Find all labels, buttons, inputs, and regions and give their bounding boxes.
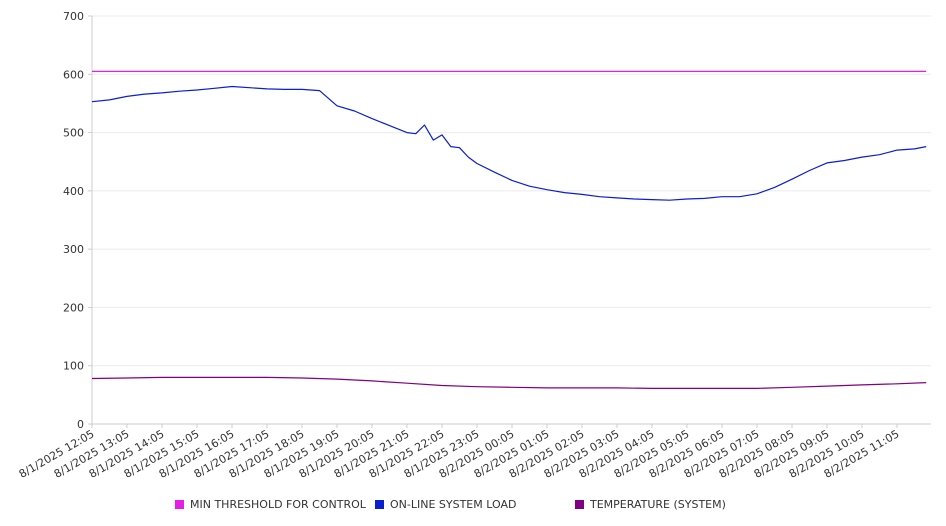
x-tick-labels: 8/1/2025 12:058/1/2025 13:058/1/2025 14:…: [17, 427, 902, 481]
y-tick-label: 300: [63, 243, 84, 256]
series-line-system-load: [91, 85, 927, 201]
y-tick-label: 100: [63, 360, 84, 373]
legend-swatch-temperature: [575, 500, 584, 509]
series-lines: [91, 70, 927, 389]
y-tick-label: 500: [63, 127, 84, 140]
y-tick-label: 400: [63, 185, 84, 198]
legend-swatch-system-load: [375, 500, 384, 509]
axes: [88, 15, 931, 428]
grid-lines: [92, 15, 931, 367]
legend-item-temperature: TEMPERATURE (SYSTEM): [575, 498, 726, 511]
legend-swatch-min-threshold: [175, 500, 184, 509]
legend: MIN THRESHOLD FOR CONTROL ON-LINE SYSTEM…: [0, 498, 946, 514]
y-tick-label: 0: [77, 418, 84, 431]
legend-item-min-threshold: MIN THRESHOLD FOR CONTROL: [175, 498, 366, 511]
legend-item-system-load: ON-LINE SYSTEM LOAD: [375, 498, 516, 511]
legend-label-system-load: ON-LINE SYSTEM LOAD: [390, 498, 517, 511]
y-tick-label: 200: [63, 301, 84, 314]
legend-label-temperature: TEMPERATURE (SYSTEM): [590, 498, 726, 511]
legend-label-min-threshold: MIN THRESHOLD FOR CONTROL: [190, 498, 366, 511]
y-tick-labels: 0 100 200 300 400 500 600 700: [63, 10, 84, 431]
series-line-temperature: [91, 376, 927, 389]
y-tick-label: 700: [63, 10, 84, 23]
y-tick-label: 600: [63, 68, 84, 81]
